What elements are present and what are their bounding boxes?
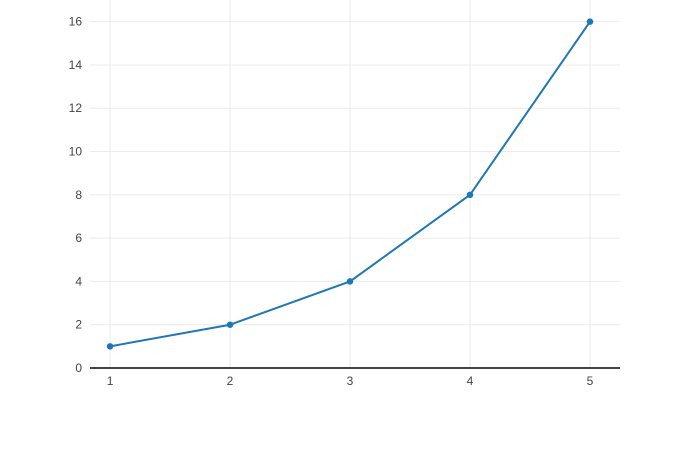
y-tick-label: 12	[69, 101, 83, 115]
data-point-marker[interactable]	[106, 343, 114, 350]
data-point-marker[interactable]	[226, 321, 234, 328]
y-tick-label: 2	[75, 318, 82, 332]
y-tick-label: 10	[69, 145, 83, 159]
y-tick-label: 4	[75, 274, 82, 288]
y-tick-label: 8	[75, 188, 82, 202]
y-tick-label: 14	[69, 58, 83, 72]
data-point-marker[interactable]	[346, 278, 354, 285]
x-tick-label: 2	[227, 374, 234, 388]
y-tick-label: 16	[69, 15, 83, 29]
data-point-marker[interactable]	[586, 18, 594, 25]
x-tick-label: 1	[107, 374, 114, 388]
y-tick-label: 0	[75, 361, 82, 375]
x-tick-label: 5	[587, 374, 594, 388]
x-tick-label: 4	[467, 374, 474, 388]
data-point-marker[interactable]	[466, 191, 474, 199]
x-tick-label: 3	[347, 374, 354, 388]
y-tick-label: 6	[75, 231, 82, 245]
